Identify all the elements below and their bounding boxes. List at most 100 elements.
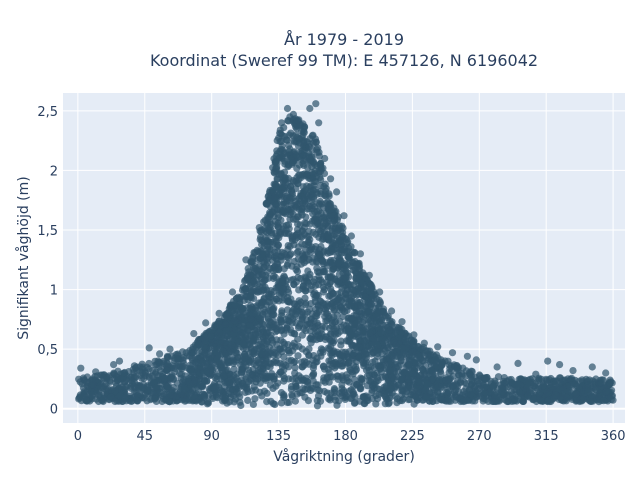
data-point [316, 297, 324, 305]
data-point [242, 276, 250, 284]
data-point [584, 377, 592, 385]
data-point [228, 341, 236, 349]
data-point [316, 181, 325, 189]
data-point [308, 132, 316, 140]
data-point [321, 154, 329, 163]
data-point [365, 271, 373, 279]
data-point [448, 349, 457, 357]
data-point [265, 253, 273, 261]
data-point [228, 307, 236, 315]
data-point [262, 376, 270, 384]
data-point [309, 385, 317, 393]
data-point [381, 336, 389, 345]
data-point [368, 376, 376, 384]
x-tick-label: 315 [534, 429, 559, 444]
data-point [264, 348, 272, 356]
data-point [600, 397, 608, 405]
data-point [279, 372, 287, 380]
data-point [410, 341, 418, 349]
data-point [507, 387, 515, 395]
data-point [154, 357, 162, 365]
data-point [403, 384, 411, 392]
data-point [189, 343, 197, 351]
data-point [291, 202, 299, 210]
data-point [530, 395, 538, 403]
data-point [163, 382, 172, 390]
data-point [347, 294, 356, 302]
data-point [246, 293, 254, 301]
data-point [166, 345, 174, 353]
data-point [262, 261, 270, 269]
data-point [299, 254, 307, 262]
data-point [250, 334, 258, 342]
data-point [192, 359, 201, 367]
data-point [117, 375, 125, 383]
data-point [351, 248, 359, 257]
data-point [228, 375, 236, 384]
data-point [300, 161, 308, 169]
data-point [217, 386, 225, 395]
data-point [377, 368, 385, 376]
data-point [306, 305, 314, 313]
data-point [370, 291, 378, 299]
data-point [294, 248, 302, 256]
data-point [545, 396, 553, 404]
data-point [315, 226, 323, 234]
data-point [413, 364, 421, 372]
data-point [240, 296, 248, 304]
data-point [201, 337, 209, 345]
data-point [193, 365, 202, 373]
data-point [366, 303, 374, 311]
data-point [273, 359, 281, 367]
data-point [429, 368, 437, 376]
data-point [317, 209, 325, 217]
data-point [264, 193, 272, 201]
data-point [368, 382, 377, 390]
data-point [475, 392, 484, 400]
data-point [298, 363, 306, 371]
data-point [382, 382, 390, 390]
data-point [272, 237, 280, 245]
data-point [181, 386, 189, 394]
data-point [218, 366, 226, 374]
data-point [233, 389, 241, 397]
data-point [362, 392, 370, 400]
data-point [387, 319, 395, 328]
data-point [374, 362, 382, 370]
data-point [333, 401, 341, 409]
data-point [376, 308, 384, 316]
data-point [239, 308, 247, 317]
data-point [277, 327, 285, 335]
data-point [567, 381, 576, 389]
data-point [279, 146, 287, 154]
data-point [312, 138, 320, 146]
data-point [419, 345, 427, 353]
data-point [410, 376, 418, 384]
x-tick-label: 225 [400, 429, 425, 444]
data-point [327, 212, 335, 220]
data-point [278, 309, 286, 317]
data-point [184, 378, 192, 386]
data-point [198, 398, 206, 406]
data-point [544, 357, 552, 365]
data-point [320, 268, 328, 276]
x-axis-title: Vågriktning (grader) [273, 448, 415, 465]
data-point [268, 373, 276, 381]
data-point [294, 335, 302, 343]
data-point [208, 326, 216, 334]
data-point [328, 319, 336, 327]
data-point [223, 399, 231, 407]
data-point [267, 246, 275, 254]
data-point [271, 194, 279, 202]
data-point [347, 315, 355, 323]
data-point [294, 274, 302, 282]
data-point [493, 363, 501, 371]
data-point [202, 359, 210, 367]
data-point [463, 352, 471, 360]
data-point [310, 352, 318, 360]
data-point [606, 376, 614, 384]
data-point [76, 378, 84, 386]
data-point [422, 386, 430, 394]
data-point [207, 332, 215, 340]
data-point [278, 131, 286, 140]
